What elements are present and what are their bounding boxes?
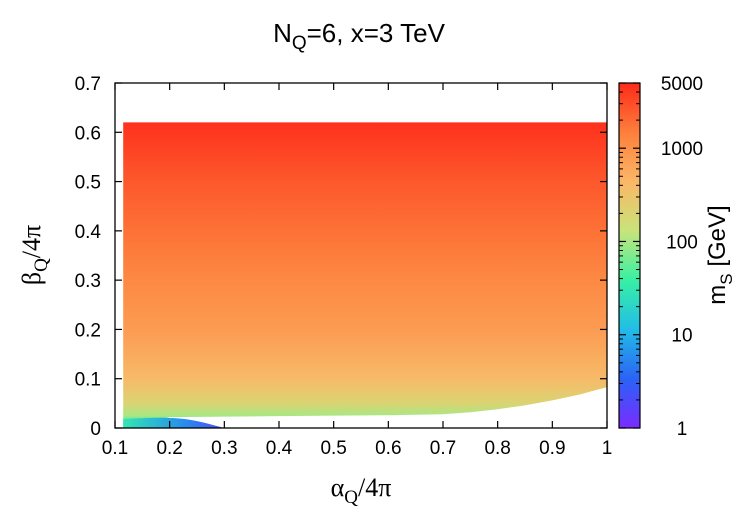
y-tick-label: 0.1 xyxy=(75,370,101,391)
y-tick-label: 0.2 xyxy=(75,320,101,341)
y-axis-label-symbol: β xyxy=(17,272,46,285)
y-tick-label: 0.3 xyxy=(75,271,101,292)
colorbar-tick-label: 10 xyxy=(671,326,692,347)
x-tick-label: 0.4 xyxy=(266,438,293,459)
y-axis-label: βQ/4π xyxy=(17,225,52,285)
x-tick-label: 0.3 xyxy=(211,438,237,459)
x-axis-label-rest: /4π xyxy=(358,473,391,502)
colorbar-label-sub: S xyxy=(717,273,736,284)
x-tick-label: 0.9 xyxy=(539,438,565,459)
x-tick-label: 0.1 xyxy=(102,438,128,459)
x-tick-label: 0.5 xyxy=(320,438,346,459)
x-axis-label-symbol: α xyxy=(331,473,345,502)
x-tick-label: 0.6 xyxy=(375,438,401,459)
chart-title-main: N xyxy=(273,18,292,48)
y-axis: 0 0.1 0.2 0.3 0.4 0.5 0.6 0.7 xyxy=(75,74,607,440)
x-tick-label: 1 xyxy=(602,438,613,459)
x-tick-label: 0.2 xyxy=(156,438,182,459)
y-tick-label: 0 xyxy=(90,419,101,440)
y-tick-label: 0.5 xyxy=(75,173,101,194)
x-tick-label: 0.8 xyxy=(484,438,510,459)
colorbar-ticks: 1 10 100 1000 5000 xyxy=(619,74,703,440)
chart-title-sub: Q xyxy=(292,33,307,54)
x-tick-label: 0.7 xyxy=(430,438,456,459)
plot-frame xyxy=(114,82,608,429)
y-tick-label: 0.4 xyxy=(75,222,102,243)
y-axis-label-rest: /4π xyxy=(17,225,46,258)
y-tick-label: 0.7 xyxy=(75,74,101,95)
chart-title-rest: =6, x=3 TeV xyxy=(307,18,446,48)
low-mass-island xyxy=(123,417,225,428)
colorbar-tick-label: 1000 xyxy=(661,139,703,160)
y-axis-label-sub: Q xyxy=(31,258,52,272)
colorbar-label: mS [GeV] xyxy=(704,205,736,304)
x-axis-label: αQ/4π xyxy=(331,473,392,508)
x-axis: 0.1 0.2 0.3 0.4 0.5 0.6 0.7 0.8 0.9 1 xyxy=(102,83,613,459)
colorbar-tick-label: 100 xyxy=(666,232,698,253)
heatmap-region xyxy=(123,122,607,428)
colorbar-tick-label: 1 xyxy=(677,419,688,440)
chart-title: NQ=6, x=3 TeV xyxy=(273,18,446,54)
allowed-region xyxy=(123,122,607,428)
x-axis-label-sub: Q xyxy=(344,487,358,508)
colorbar-label-main: m xyxy=(704,285,731,305)
colorbar-tick-label: 5000 xyxy=(661,74,703,95)
y-tick-label: 0.6 xyxy=(75,123,101,144)
colorbar-label-rest: [GeV] xyxy=(704,205,731,273)
